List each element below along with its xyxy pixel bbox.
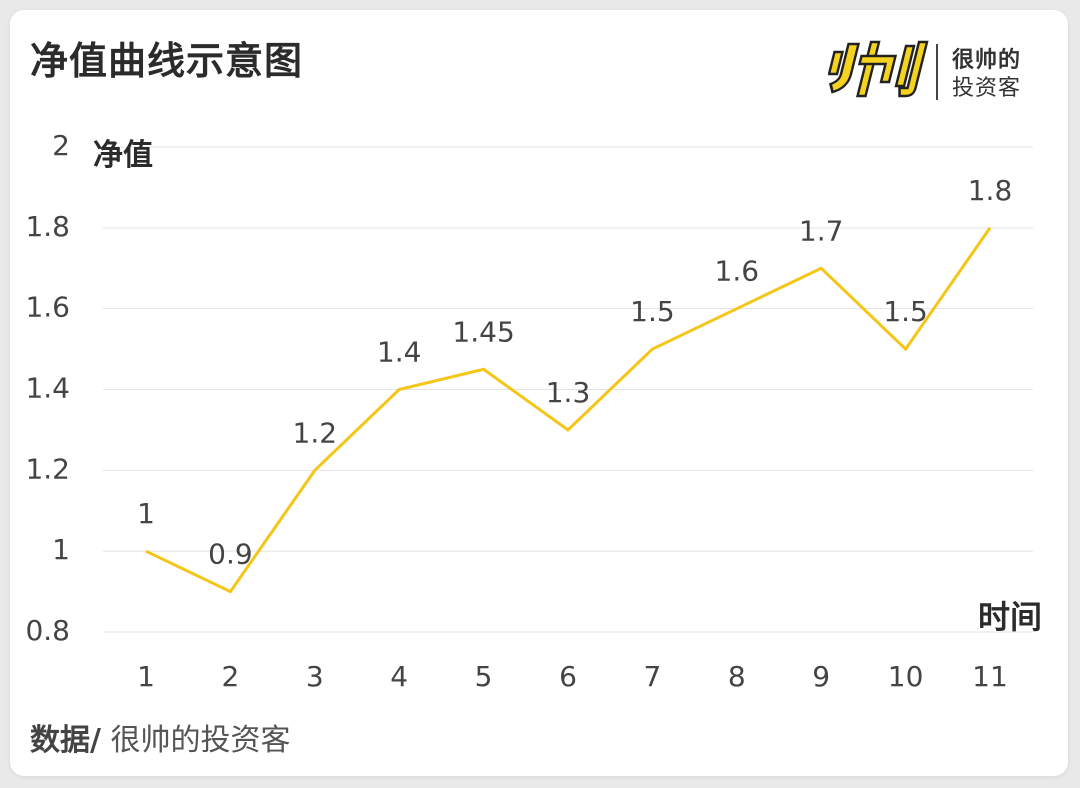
x-tick-label: 10 — [888, 660, 924, 693]
x-tick-label: 8 — [728, 660, 746, 693]
data-label: 1.8 — [968, 174, 1013, 207]
y-tick-label: 2 — [52, 129, 70, 162]
brand-name-line2: 投资客 — [952, 76, 1022, 101]
source-text: 很帅的投资客 — [100, 723, 291, 758]
chart-card — [10, 10, 1068, 776]
x-tick-label: 2 — [221, 660, 239, 693]
x-tick-label: 6 — [559, 660, 577, 693]
net-value-line — [145, 226, 992, 594]
data-labels: 1 0.9 1.2 1.4 1.45 1.3 1.5 1.6 1.7 1.5 1.8 — [137, 174, 1012, 571]
data-label: 1 — [137, 497, 155, 530]
data-label: 1.6 — [715, 255, 760, 288]
x-tick-label: 9 — [812, 660, 830, 693]
brand-logo: 很帅的 投资客 — [827, 38, 1038, 108]
data-label: 1.5 — [630, 295, 675, 328]
data-label: 1.3 — [546, 376, 591, 409]
y-axis-label: 净值 — [93, 138, 153, 173]
x-tick-label: 11 — [972, 660, 1008, 693]
data-label: 0.9 — [208, 538, 253, 571]
data-label: 1.2 — [293, 416, 338, 449]
data-label: 1.4 — [377, 336, 422, 369]
source-prefix: 数据/ — [30, 723, 101, 758]
chart-title: 净值曲线示意图 — [30, 39, 304, 83]
y-tick-label: 0.8 — [25, 614, 70, 647]
brand-name-line1: 很帅的 — [952, 48, 1022, 73]
y-tick-label: 1.6 — [25, 291, 70, 324]
x-tick-label: 7 — [643, 660, 661, 693]
y-tick-label: 1.4 — [25, 372, 70, 405]
y-axis-ticks: 0.8 1 1.2 1.4 1.6 1.8 2 — [25, 129, 70, 647]
brand-separator — [936, 44, 938, 100]
x-tick-label: 4 — [390, 660, 408, 693]
y-tick-label: 1.8 — [25, 210, 70, 243]
shuai-logo-icon — [827, 40, 929, 98]
series-line — [145, 226, 992, 594]
x-tick-label: 5 — [475, 660, 493, 693]
y-tick-label: 1.2 — [25, 452, 70, 485]
x-tick-label: 1 — [137, 660, 155, 693]
data-label: 1.45 — [452, 315, 514, 348]
x-tick-label: 3 — [306, 660, 324, 693]
data-label: 1.5 — [883, 295, 928, 328]
y-tick-label: 1 — [52, 533, 70, 566]
x-axis-label: 时间 — [978, 598, 1043, 636]
x-axis-ticks: 1 2 3 4 5 6 7 8 9 10 11 — [137, 660, 1008, 693]
gridlines — [103, 146, 1033, 633]
data-source: 数据/ 很帅的投资客 — [30, 715, 291, 759]
data-label: 1.7 — [799, 214, 844, 247]
